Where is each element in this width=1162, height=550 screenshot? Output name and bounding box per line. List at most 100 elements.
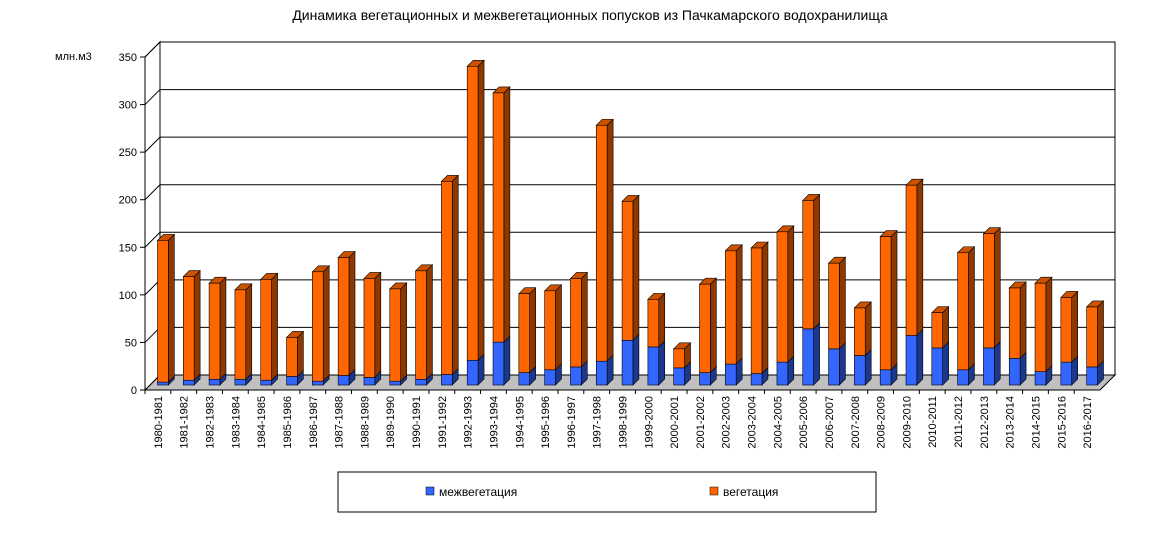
x-tick-label: 1994-1995 (514, 396, 526, 449)
legend-swatch-vegetatsiya (709, 486, 719, 496)
bar-segment-2008-2009-vegetatsiya (879, 229, 898, 371)
bar-segment-2013-2014-vegetatsiya (1008, 281, 1027, 360)
x-tick-label: 2014-2015 (1030, 396, 1042, 449)
x-tick-label: 1980-1981 (153, 396, 165, 449)
bar-segment-2014-2015-vegetatsiya (1034, 276, 1053, 373)
x-tick-label: 2013-2014 (1005, 396, 1017, 449)
x-tick-label: 2004-2005 (772, 396, 784, 449)
gridline-side (144, 136, 161, 153)
x-tick-label: 2007-2008 (850, 396, 862, 449)
bar-segment-1991-1992-vegetatsiya (440, 174, 459, 376)
bar-segment-1997-1998-vegetatsiya (595, 118, 614, 362)
bar-segment-2005-2006-vegetatsiya (802, 193, 821, 330)
bar-segment-1993-1994-mezhvegetatsiya (492, 335, 511, 386)
gridline-side (144, 89, 161, 105)
y-axis-label: млн.м3 (55, 51, 92, 63)
x-tick-label: 1996-1997 (566, 396, 578, 449)
bar-segment-1994-1995-vegetatsiya (518, 286, 537, 374)
x-tick-label: 2015-2016 (1056, 396, 1068, 449)
x-tick-label: 1988-1989 (359, 396, 371, 449)
x-tick-label: 2003-2004 (747, 396, 759, 449)
bar-segment-1988-1989-vegetatsiya (363, 271, 382, 379)
x-tick-label: 2008-2009 (876, 396, 888, 449)
x-tick-label: 1987-1988 (334, 396, 346, 449)
bar-segment-2002-2003-vegetatsiya (724, 244, 743, 365)
x-tick-label: 1995-1996 (540, 396, 552, 449)
bar-segment-1987-1988-vegetatsiya (337, 250, 356, 377)
bars (156, 59, 1105, 386)
x-tick-label: 1998-1999 (618, 396, 630, 449)
bar-segment-1985-1986-vegetatsiya (285, 330, 305, 378)
y-tick-label: 300 (119, 100, 137, 112)
legend-label-mezhvegetatsiya: межвегетация (439, 485, 517, 499)
bar-segment-1992-1993-vegetatsiya (466, 59, 485, 361)
bar-segment-2004-2005-mezhvegetatsiya (776, 355, 795, 386)
bar-segment-2009-2010-mezhvegetatsiya (905, 328, 924, 386)
bar-segment-2016-2017-vegetatsiya (1085, 300, 1105, 368)
bar-segment-2010-2011-mezhvegetatsiya (931, 341, 949, 386)
bar-segment-1982-1983-vegetatsiya (208, 276, 227, 381)
x-tick-label: 2009-2010 (901, 396, 913, 449)
x-tick-label: 1989-1990 (385, 396, 397, 449)
bar-segment-1996-1997-vegetatsiya (569, 271, 589, 368)
bar-segment-2013-2014-mezhvegetatsiya (1008, 351, 1027, 386)
bar-segment-1999-2000-mezhvegetatsiya (647, 340, 666, 386)
bar-segment-2010-2011-vegetatsiya (931, 305, 950, 349)
bar-segment-2000-2001-vegetatsiya (672, 342, 692, 369)
y-tick-label: 100 (119, 290, 137, 302)
y-tick-label: 350 (119, 52, 137, 64)
y-tick-label: 50 (125, 337, 137, 349)
x-tick-label: 1999-2000 (643, 396, 655, 449)
y-axis: 0 50 100 150 200 250 300 350 (119, 52, 146, 397)
x-tick-label: 1992-1993 (463, 396, 475, 449)
x-tick-label: 2005-2006 (798, 396, 810, 449)
bar-segment-1983-1984-vegetatsiya (234, 283, 253, 381)
x-tick-label: 2001-2002 (695, 396, 707, 449)
gridline-side (144, 231, 161, 248)
bar-segment-2004-2005-vegetatsiya (776, 225, 795, 363)
x-tick-label: 1981-1982 (179, 396, 191, 449)
x-tick-label: 2006-2007 (824, 396, 836, 449)
bar-segment-1995-1996-vegetatsiya (543, 284, 563, 371)
bar-segment-2011-2012-vegetatsiya (956, 246, 976, 371)
x-tick-label: 1997-1998 (592, 396, 604, 449)
y-tick-label: 200 (119, 195, 137, 207)
bar-segment-2001-2002-vegetatsiya (698, 277, 718, 374)
bar-segment-1981-1982-vegetatsiya (182, 269, 201, 381)
x-tick-label: 1985-1986 (282, 396, 294, 449)
bar-segment-1980-1981-vegetatsiya (156, 233, 176, 383)
bar-segment-1989-1990-vegetatsiya (389, 282, 408, 382)
x-tick-label: 2016-2017 (1082, 396, 1094, 449)
bar-segment-1986-1987-vegetatsiya (311, 265, 330, 382)
legend-swatch-mezhvegetatsiya (425, 486, 435, 496)
y-tick-label: 250 (119, 147, 137, 159)
x-axis: 1980-1981 1981-1982 1982-1983 1983-1984 1984… (144, 389, 1100, 449)
x-tick-label: 1983-1984 (230, 396, 242, 449)
bar-segment-2005-2006-mezhvegetatsiya (802, 322, 820, 386)
x-tick-label: 1982-1983 (205, 396, 217, 449)
bar-segment-2006-2007-vegetatsiya (827, 256, 847, 350)
x-tick-label: 2010-2011 (927, 396, 939, 448)
legend: межвегетация вегетация (337, 471, 877, 513)
x-tick-label: 1990-1991 (411, 396, 423, 449)
bar-segment-2003-2004-vegetatsiya (750, 241, 769, 375)
bar-segment-2012-2013-vegetatsiya (982, 226, 1001, 349)
bar-segment-1993-1994-vegetatsiya (492, 86, 511, 343)
bar-segment-1984-1985-vegetatsiya (260, 272, 279, 381)
x-tick-label: 2000-2001 (669, 396, 681, 449)
bar-segment-1990-1991-vegetatsiya (414, 264, 434, 381)
bar-segment-2009-2010-vegetatsiya (905, 178, 924, 337)
y-tick-label: 150 (119, 242, 137, 254)
gridline-side (144, 41, 161, 58)
bar-segment-1998-1999-vegetatsiya (621, 194, 640, 342)
bar-segment-2012-2013-mezhvegetatsiya (983, 341, 1001, 386)
x-tick-label: 1984-1985 (256, 396, 268, 449)
x-tick-label: 1993-1994 (488, 396, 500, 449)
gridline-side (144, 184, 161, 201)
legend-box (337, 471, 877, 513)
y-tick-label: 0 (131, 385, 137, 397)
bar-segment-1998-1999-mezhvegetatsiya (621, 333, 640, 386)
bar-segment-1999-2000-vegetatsiya (647, 292, 666, 348)
x-tick-label: 2002-2003 (721, 396, 733, 449)
